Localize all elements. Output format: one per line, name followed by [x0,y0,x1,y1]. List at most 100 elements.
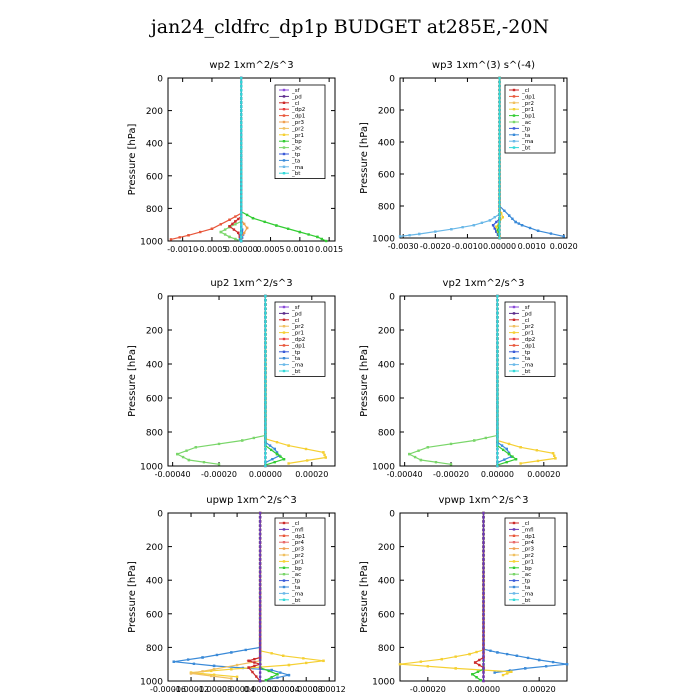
legend-marker [512,120,516,124]
series-marker [449,442,453,446]
series-marker [240,166,243,169]
series-marker [264,452,267,455]
series-marker [223,228,227,231]
series-marker [488,219,492,222]
legend-entry: _ac [521,120,531,126]
legend-entry: _tp [291,579,301,585]
series-marker [305,459,309,462]
series-marker [478,663,481,667]
legend-entry: _tp [521,126,531,132]
series-marker [482,591,485,594]
legend-marker [282,120,286,124]
series-marker [240,113,243,116]
series-marker [240,186,243,190]
legend-entry: _tp [521,350,531,356]
series-marker [264,324,267,327]
series-marker [194,446,198,449]
series-marker [240,76,243,80]
series-marker [264,435,267,438]
series-line [399,78,501,237]
series-marker [192,662,196,665]
series-marker [482,549,485,552]
legend-entry: _pr2 [291,324,304,330]
series-marker [498,136,501,140]
series-marker [209,669,213,673]
series-marker [505,447,508,451]
series-marker [482,629,485,632]
legend-marker [282,152,286,156]
series-marker [234,237,237,241]
y-tick-label: 200 [378,327,395,337]
series-marker [498,160,501,164]
series-marker [493,671,496,674]
series-marker [258,558,262,561]
series-marker [264,345,267,349]
series-marker [517,222,521,225]
legend-entry: _pr2 [521,553,534,559]
series-marker [237,231,240,235]
figure-suptitle: jan24_cldfrc_dp1p BUDGET at285E,-20N [150,16,550,38]
series-marker [482,621,485,624]
legend-entry: _ta [291,356,300,362]
legend-entry: _bt [291,171,301,177]
series-marker [482,600,485,603]
plot-frame [167,295,336,467]
legend-entry: _bt [521,369,531,375]
x-tick-label: -0.00040 [387,470,423,479]
series-marker [496,354,499,357]
series-marker [212,673,216,676]
x-tick-label: 0.0015 [315,245,343,254]
series-marker [491,224,495,227]
series-marker [270,676,273,679]
legend-marker [512,350,516,353]
series-marker [505,460,508,464]
series-marker [264,388,267,391]
series-marker [169,238,173,241]
y-tick-label: 400 [146,140,163,150]
series-marker [258,541,262,544]
series-marker [201,670,204,673]
series-marker [240,142,243,145]
legend-entry: _dp2 [291,337,305,343]
x-tick-label: 0.00000 [225,245,258,254]
series-marker [496,303,499,306]
series-marker [240,121,243,125]
series-marker [240,105,243,108]
series-marker [536,229,540,232]
series-marker [276,673,279,676]
legend-entry: _ac [521,572,531,578]
legend-entry: _sf [291,305,301,311]
legend-marker [512,357,516,360]
legend-marker [282,566,286,569]
legend-marker [282,579,286,582]
series-marker [482,650,485,653]
series-marker [251,670,254,674]
series-marker [482,574,485,578]
series-marker [496,418,499,421]
panel-title: wp2 1xm^2/s^3 [209,60,293,71]
series_ac [219,76,243,243]
series-marker [275,452,279,456]
legend-entry: _bp1 [521,114,535,120]
legend: _sf_pd_cl_dp2_dp1_pr3_pr2_pr1_bp_ac_tp_t… [274,84,326,179]
series-marker [264,294,267,298]
legend-entry: _bt [521,146,531,152]
y-tick-label: 1000 [140,238,163,248]
series-marker [482,612,485,615]
series-marker [482,583,485,586]
series-marker [264,439,267,442]
series-marker [496,413,499,417]
series-marker [215,653,219,657]
series_bt [496,294,499,468]
series-marker [482,545,485,548]
series-marker [275,451,279,454]
series-marker [461,226,464,229]
y-tick-label: 200 [378,107,395,117]
series-marker [496,405,499,408]
series-marker [468,652,471,656]
legend-marker [282,521,286,525]
legend-marker [282,305,286,309]
series-marker [554,457,557,460]
series-marker [264,405,267,408]
